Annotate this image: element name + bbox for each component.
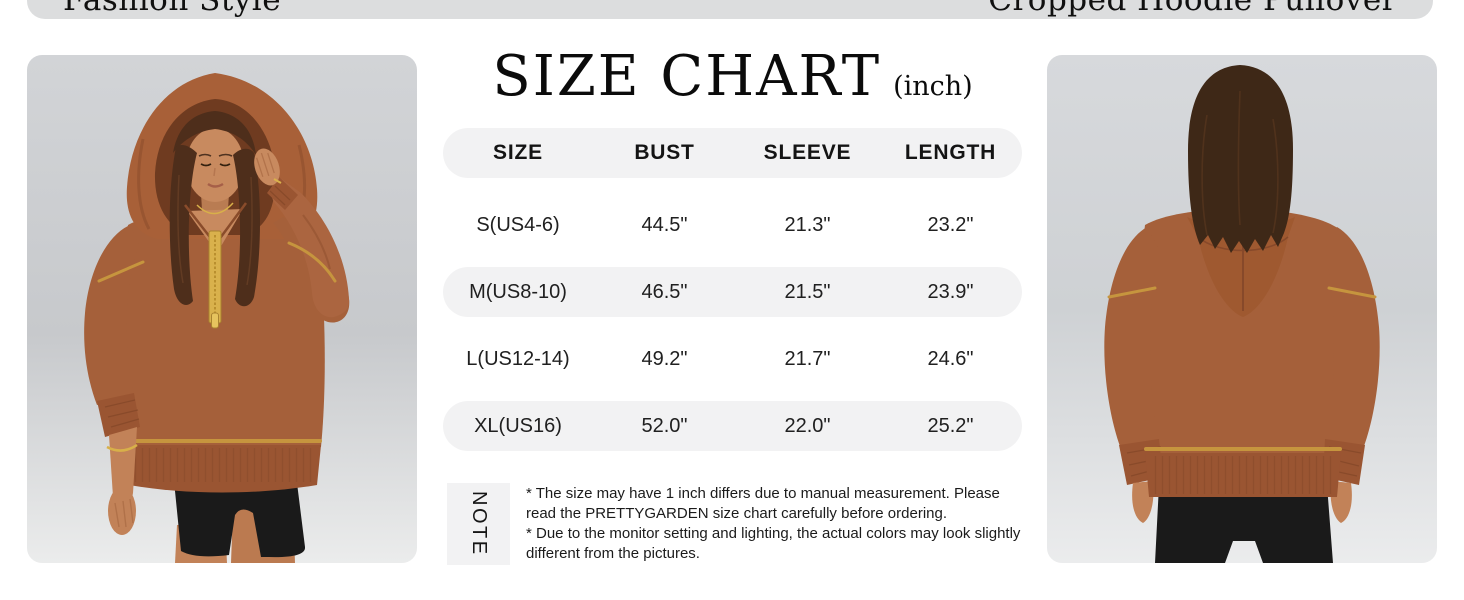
size-chart-section: SIZE CHART (inch) SIZE BUST SLEEVE LENGTH… bbox=[443, 0, 1022, 600]
banner-right-title: Cropped Hoodie Pullover bbox=[988, 0, 1397, 18]
note-label: NOTE bbox=[468, 491, 490, 557]
back-model-illustration bbox=[1047, 55, 1437, 563]
size-chart-unit: (inch) bbox=[893, 71, 973, 102]
cell-length: 23.9" bbox=[927, 280, 974, 303]
size-row-l: L(US12-14) 49.2" 21.7" 24.6" bbox=[443, 334, 1022, 384]
top-banner: Fashion Style Cropped Hoodie Pullover bbox=[27, 0, 1433, 19]
cell-length: 25.2" bbox=[927, 414, 974, 437]
size-table-header-row: SIZE BUST SLEEVE LENGTH bbox=[443, 128, 1022, 178]
note-text: * The size may have 1 inch differs due t… bbox=[526, 483, 1025, 564]
size-row-m: M(US8-10) 46.5" 21.5" 23.9" bbox=[443, 267, 1022, 317]
cell-size: S(US4-6) bbox=[476, 213, 560, 236]
cell-bust: 44.5" bbox=[641, 213, 688, 236]
note-label-box: NOTE bbox=[447, 483, 510, 565]
size-table: SIZE BUST SLEEVE LENGTH S(US4-6) 44.5" 2… bbox=[443, 128, 1022, 468]
product-photo-front bbox=[27, 55, 417, 563]
note-paragraph: * The size may have 1 inch differs due t… bbox=[526, 485, 1000, 522]
column-header-length: LENGTH bbox=[904, 141, 997, 164]
column-header-sleeve: SLEEVE bbox=[763, 141, 852, 164]
cell-sleeve: 21.5" bbox=[784, 280, 831, 303]
size-chart-title: SIZE CHART bbox=[492, 44, 882, 109]
cell-length: 23.2" bbox=[927, 213, 974, 236]
note-paragraph: * Due to the monitor setting and lightin… bbox=[526, 525, 1021, 562]
cell-bust: 46.5" bbox=[641, 280, 688, 303]
cell-size: M(US8-10) bbox=[469, 280, 567, 303]
size-row-xl: XL(US16) 52.0" 22.0" 25.2" bbox=[443, 401, 1022, 451]
cell-bust: 52.0" bbox=[641, 414, 688, 437]
front-model-illustration bbox=[27, 55, 417, 563]
size-row-s: S(US4-6) 44.5" 21.3" 23.2" bbox=[443, 200, 1022, 250]
cell-length: 24.6" bbox=[927, 347, 974, 370]
cell-sleeve: 21.3" bbox=[784, 213, 831, 236]
column-header-bust: BUST bbox=[634, 141, 695, 164]
column-header-size: SIZE bbox=[493, 141, 543, 164]
cell-sleeve: 21.7" bbox=[784, 347, 831, 370]
product-photo-back bbox=[1047, 55, 1437, 563]
cell-size: L(US12-14) bbox=[466, 347, 570, 370]
cell-bust: 49.2" bbox=[641, 347, 688, 370]
banner-left-title: Fashion Style bbox=[63, 0, 282, 18]
note-section: NOTE * The size may have 1 inch differs … bbox=[447, 483, 1025, 565]
cell-sleeve: 22.0" bbox=[784, 414, 831, 437]
size-chart-title-row: SIZE CHART (inch) bbox=[443, 48, 1022, 106]
cell-size: XL(US16) bbox=[474, 414, 562, 437]
